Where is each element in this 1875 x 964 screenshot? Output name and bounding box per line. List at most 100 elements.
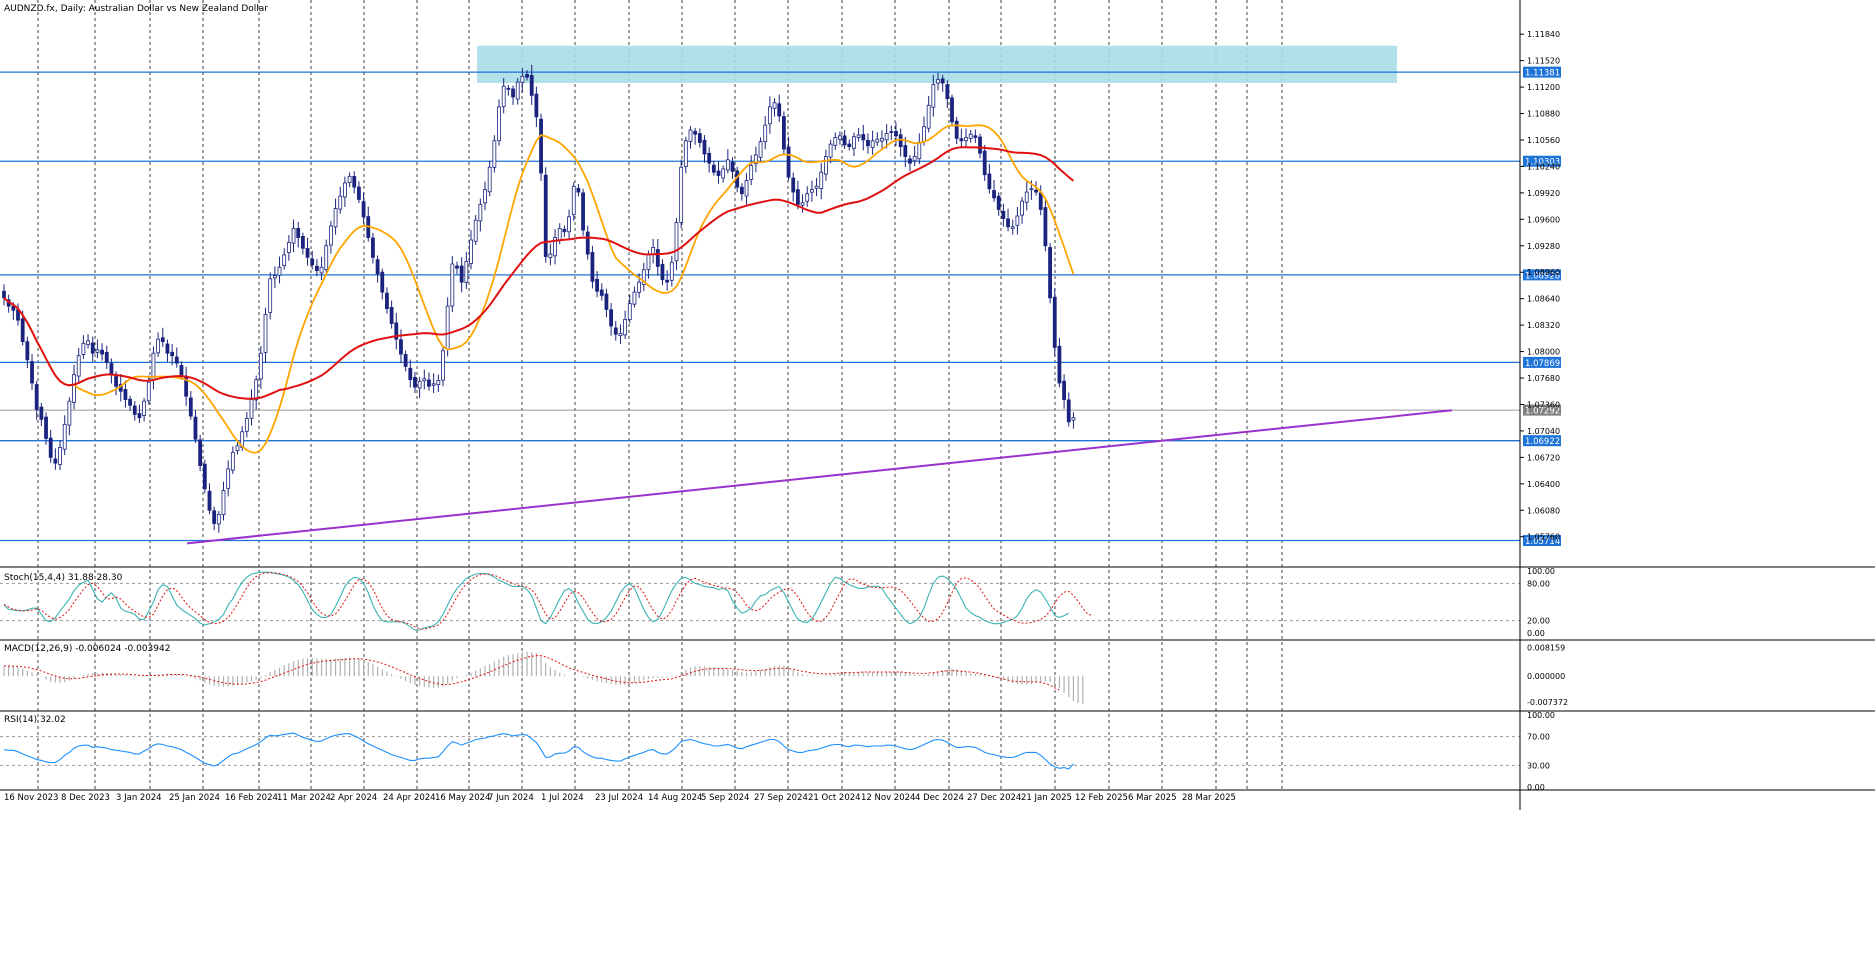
candle-body [1048,247,1052,299]
candle-body [632,291,637,305]
candle-body [791,177,796,193]
candle-body [847,143,852,147]
candle-body [455,265,459,269]
candle-body [641,269,646,285]
candle-body [244,418,249,432]
x-tick-label: 12 Nov 2024 [861,793,915,803]
candle-body [810,189,814,193]
level-price-tag [1523,269,1561,281]
candle-body [936,79,940,84]
candle-body [767,106,772,125]
candle-body [571,185,576,216]
candle-body [371,237,375,258]
price-tick-label: 1.08960 [1527,268,1560,277]
candle-body [679,166,684,223]
price-tick-label: 1.09600 [1527,215,1560,224]
price-axis: 1.11381 1.10303 1.08928 1.07869 1.06922 1.057… [1519,0,1568,810]
candle-body [539,118,543,174]
candle-body [212,510,217,524]
candle-body [100,349,104,355]
candle-body [758,141,763,158]
candle-body [903,145,908,157]
x-tick-label: 12 Feb 2025 [1075,793,1128,803]
candle-body [786,146,791,178]
level-price-tag [1523,435,1561,447]
candle-body [908,158,912,164]
candle-body [721,168,726,179]
x-tick-label: 27 Dec 2024 [967,793,1021,803]
candle-body [599,289,604,296]
candle-body [338,195,343,210]
candle-body [226,468,231,489]
rsi-tick-label: 100.00 [1527,711,1555,720]
candle-body [730,161,735,172]
candle-body [917,142,922,160]
candle-body [319,266,324,274]
candle-body [286,242,291,253]
level-price-label: 1.10303 [1525,158,1560,168]
price-tick-label: 1.07040 [1527,427,1560,436]
macd-tick-label: -0.007372 [1527,698,1568,707]
candle-body [34,384,39,410]
candle-body [207,490,212,511]
candle-body [1006,218,1010,228]
candle-body [375,259,380,275]
candle-body [114,376,118,387]
level-price-label: 1.05714 [1525,537,1560,547]
candle-body [198,439,203,467]
candle-body [478,204,483,222]
candle-body [310,258,315,266]
candle-body [623,318,628,336]
candle-body [688,129,693,142]
candle-body [945,84,950,100]
rsi-tick-label: 0.00 [1527,783,1545,792]
resistance-zone [477,45,1397,83]
candle-body [132,405,137,415]
candle-body [58,447,62,465]
candle-body [123,389,128,400]
candle-body [385,292,389,309]
candle-body [772,102,777,109]
candle-body [534,93,539,118]
indicator-panes [0,566,1875,791]
candle-body [361,201,366,218]
rsi-tick-label: 70.00 [1527,733,1550,742]
candle-body [992,190,996,199]
candle-body [753,154,758,165]
candle-body [697,133,702,143]
moving-average-slow-line [3,146,1075,400]
macd-tick-label: 0.008159 [1527,644,1565,653]
candle-body [716,170,721,176]
candle-body [497,106,501,142]
candle-body [725,159,730,171]
horizontal-levels [0,71,1520,542]
price-tick-label: 1.08000 [1527,348,1560,357]
level-price-label: 1.07869 [1525,359,1560,369]
candle-body [469,239,473,264]
x-tick-label: 21 Oct 2024 [808,793,861,803]
candle-body [940,78,945,84]
candle-body [852,136,856,149]
candle-body [833,137,838,146]
candle-body [151,352,156,381]
rsi-tick-label: 30.00 [1527,761,1550,770]
x-tick-label: 4 Dec 2024 [915,793,964,803]
candle-body [417,380,422,389]
candle-body [1052,296,1057,348]
candle-body [483,189,487,204]
candle-body [525,74,529,78]
candle-body [263,313,268,353]
candle-body [188,397,193,417]
rsi-label: RSI(14) 32.02 [4,715,66,725]
candle-body [604,293,609,310]
candle-body [296,228,301,238]
candle-body [20,318,25,343]
candle-body [646,253,651,270]
x-tick-label: 25 Jan 2024 [169,793,220,803]
candle-body [884,132,889,141]
candle-body [156,338,161,354]
candle-body [459,265,464,283]
candle-body [441,350,445,381]
candle-body [44,416,48,439]
